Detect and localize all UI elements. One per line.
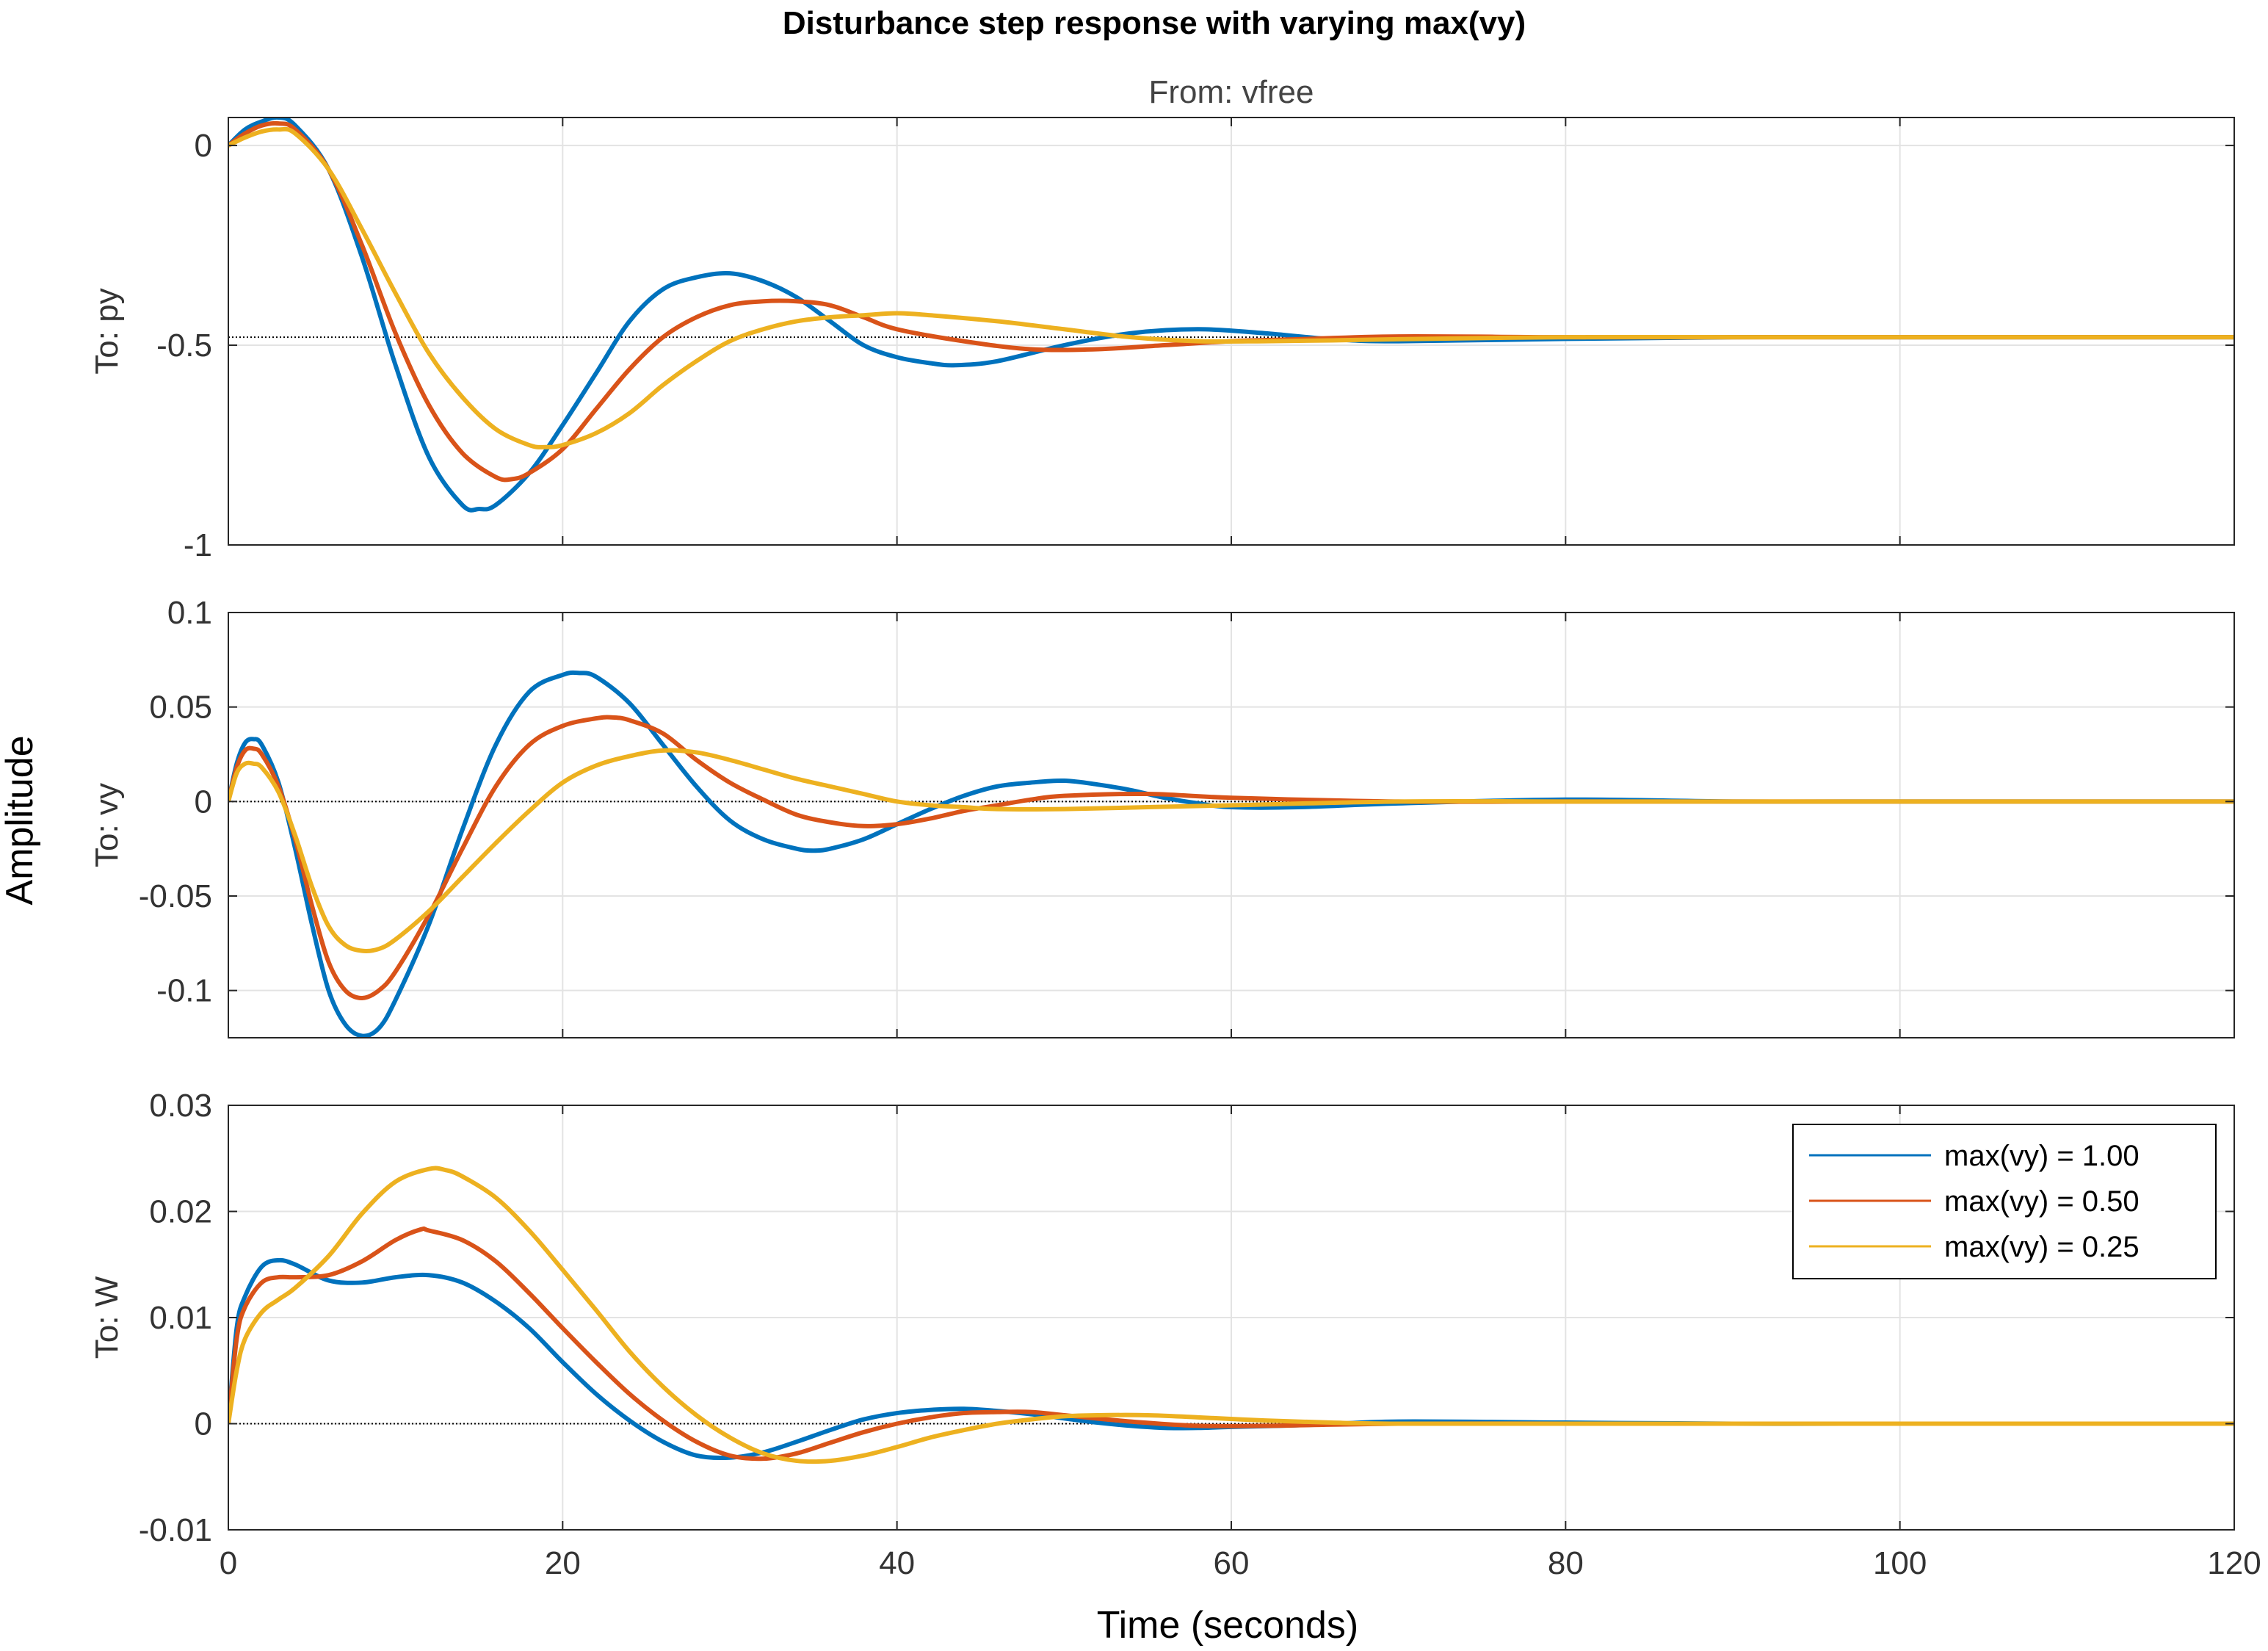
x-tick-label: 80 bbox=[1548, 1545, 1584, 1581]
legend-label-3: max(vy) = 0.25 bbox=[1944, 1231, 2140, 1263]
y-tick-label: -0.1 bbox=[156, 973, 212, 1009]
y-tick-label: -0.01 bbox=[139, 1512, 212, 1548]
y-axis-label: Amplitude bbox=[0, 735, 41, 905]
legend: max(vy) = 1.00 max(vy) = 0.50 max(vy) = 0.… bbox=[1792, 1124, 2217, 1279]
y-tick-label: 0 bbox=[195, 784, 212, 820]
chart-title: Disturbance step response with varying m… bbox=[783, 5, 1526, 41]
y-tick-label: 0.05 bbox=[149, 690, 212, 726]
x-tick-label: 120 bbox=[2207, 1545, 2261, 1581]
series-group bbox=[228, 1166, 2234, 1464]
series-line-3 bbox=[228, 748, 2234, 953]
y-tick-label: -1 bbox=[184, 527, 212, 563]
y-tick-label: 0 bbox=[195, 1406, 212, 1442]
panel-row-label: To: W bbox=[89, 1276, 125, 1359]
x-tick-label: 20 bbox=[545, 1545, 581, 1581]
series-group bbox=[228, 670, 2234, 1038]
y-tick-label: 0.1 bbox=[167, 595, 212, 631]
panel-row-label: To: py bbox=[89, 288, 125, 374]
chart-subtitle: From: vfree bbox=[1149, 74, 1314, 110]
y-tick-label: -0.05 bbox=[139, 878, 212, 914]
y-tick-label: -0.5 bbox=[156, 328, 212, 364]
legend-label-2: max(vy) = 0.50 bbox=[1944, 1185, 2140, 1218]
series-line-3 bbox=[228, 1166, 2234, 1464]
panel-row-label: To: vy bbox=[89, 783, 125, 867]
x-axis-label: Time (seconds) bbox=[1097, 1604, 1358, 1647]
series-line-3 bbox=[228, 126, 2234, 449]
y-tick-label: 0 bbox=[195, 128, 212, 164]
x-tick-label: 60 bbox=[1214, 1545, 1250, 1581]
y-tick-label: 0.01 bbox=[149, 1300, 212, 1336]
x-tick-label: 40 bbox=[879, 1545, 915, 1581]
series-group bbox=[228, 118, 2234, 513]
panel-2: 0.1 0.05 0 -0.05 -0.1 To: vy bbox=[89, 595, 2235, 1038]
x-tick-label: 0 bbox=[220, 1545, 237, 1581]
y-tick-label: 0.02 bbox=[149, 1194, 212, 1230]
y-tick-label: 0.03 bbox=[149, 1088, 212, 1124]
x-tick-label: 100 bbox=[1873, 1545, 1927, 1581]
panel-1: 0 -0.5 -1 To: py bbox=[89, 117, 2235, 563]
panels-group: 0 -0.5 -1 To: py 0.1 0.05 0 -0.05 -0.1 To: vy 0.03… bbox=[89, 117, 2261, 1581]
legend-label-1: max(vy) = 1.00 bbox=[1944, 1140, 2140, 1172]
